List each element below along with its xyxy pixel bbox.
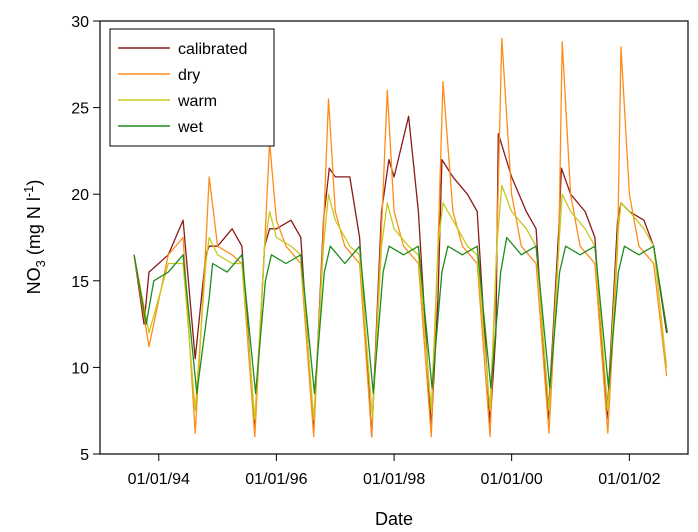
series-line-warm [133, 184, 668, 421]
series-lines [133, 37, 669, 438]
y-axis: 5 10 15 20 25 30 [71, 14, 100, 464]
x-tick-label: 01/01/94 [128, 471, 190, 488]
y-tick-label: 10 [71, 360, 89, 377]
legend-label-wet: wet [177, 119, 203, 136]
y-axis-title-sub: 3 [33, 260, 48, 267]
x-tick-label: 01/01/96 [245, 471, 307, 488]
x-axis: 01/01/94 01/01/96 01/01/98 01/01/00 01/01/02 [128, 454, 661, 488]
x-tick-label: 01/01/98 [363, 471, 425, 488]
series-line-calibrated [133, 115, 668, 438]
y-tick-label: 30 [71, 14, 89, 31]
x-axis-title: Date [375, 509, 413, 529]
y-axis-title: NO3 (mg N l-1) [21, 180, 48, 295]
legend: calibrated dry warm wet [109, 28, 275, 147]
x-tick-label: 01/01/00 [481, 471, 543, 488]
x-tick-label: 01/01/02 [598, 471, 660, 488]
legend-label-warm: warm [177, 93, 217, 110]
y-axis-title-base: NO [24, 267, 44, 294]
y-axis-title-unit-start: (mg N l [24, 197, 44, 260]
y-axis-title-sup: -1 [21, 186, 36, 198]
y-tick-label: 25 [71, 101, 89, 118]
y-axis-title-unit-end: ) [24, 180, 44, 186]
y-tick-label: 20 [71, 187, 89, 204]
series-line-wet [133, 236, 669, 395]
legend-label-dry: dry [178, 67, 200, 84]
series-line-dry [133, 37, 668, 438]
y-tick-label: 5 [80, 447, 89, 464]
y-tick-label: 15 [71, 274, 89, 291]
legend-label-calibrated: calibrated [178, 41, 247, 58]
